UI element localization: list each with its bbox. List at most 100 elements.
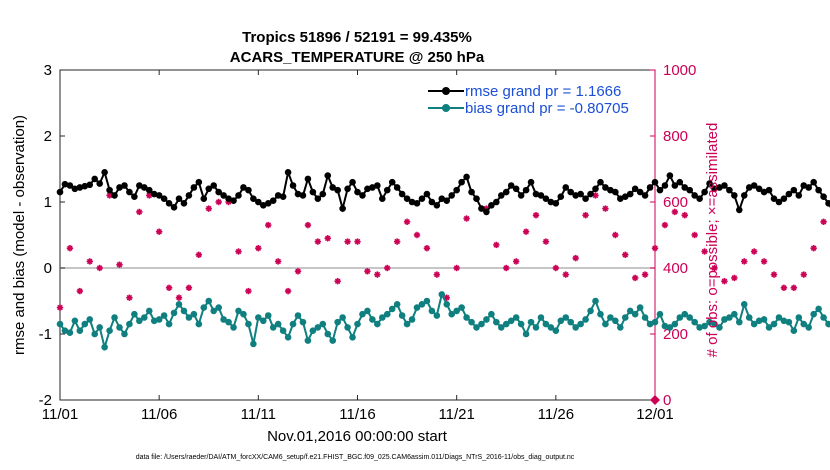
rmse-point (398, 190, 406, 198)
rmse-point (423, 190, 431, 198)
bias-point (577, 320, 584, 328)
rmse-point (646, 184, 654, 191)
obs-point (760, 258, 768, 265)
bias-point (537, 314, 545, 321)
rmse-point (443, 197, 451, 204)
obs-stroke (434, 271, 440, 278)
rmse-point (101, 169, 108, 176)
obs-stroke (701, 248, 708, 255)
rmse-point (512, 185, 520, 193)
bias-point (61, 327, 69, 335)
bias-point (651, 318, 659, 326)
rmse-point (795, 192, 803, 199)
obs-stroke (800, 271, 807, 278)
rmse-point (616, 195, 624, 202)
bias-point (111, 314, 118, 321)
bias-point (225, 318, 232, 326)
rmse-point (438, 195, 446, 202)
rmse-point (250, 195, 257, 202)
obs-point (165, 284, 173, 291)
obs-stroke (761, 258, 767, 265)
rmse-point (195, 178, 203, 186)
rmse-point (393, 184, 401, 191)
x-tick-label: 11/16 (339, 406, 375, 423)
obs-stroke (503, 265, 510, 271)
rmse-point (264, 200, 272, 207)
obs-point (245, 287, 252, 295)
rmse-point (750, 182, 758, 189)
bias-point (369, 316, 376, 323)
bias-point (180, 307, 188, 315)
rmse-point (716, 184, 723, 191)
obs-stroke (681, 212, 688, 219)
left-tick-label: -2 (39, 392, 52, 409)
obs-stroke (463, 215, 470, 222)
obs-point (195, 251, 203, 258)
obs-point (602, 205, 609, 212)
obs-stroke (612, 232, 619, 238)
bias-point (319, 320, 327, 328)
bias-point (334, 318, 341, 326)
bias-point (398, 312, 406, 319)
obs-stroke (86, 258, 93, 265)
rmse-point (433, 202, 441, 209)
bias-point (190, 310, 198, 318)
obs-stroke (523, 228, 529, 235)
bias-point (592, 297, 599, 305)
rmse-point (820, 193, 827, 201)
rmse-point (66, 182, 74, 189)
obs-point (205, 205, 212, 212)
bias-point (121, 330, 128, 338)
rmse-point (160, 195, 168, 202)
obs-point (393, 238, 401, 245)
obs-stroke (394, 238, 400, 245)
rmse-point (636, 188, 644, 196)
rmse-point (602, 184, 609, 191)
bias-point (666, 324, 674, 331)
bias-point (621, 314, 629, 321)
rmse-point (745, 184, 753, 191)
obs-point (671, 208, 679, 216)
bias-point (170, 309, 178, 317)
obs-point (344, 238, 351, 245)
rmse-point (165, 200, 173, 207)
bias-point (101, 343, 108, 351)
rmse-point (825, 200, 830, 207)
obs-stroke (662, 222, 668, 228)
rmse-point (726, 186, 733, 194)
rmse-point (721, 182, 728, 189)
obs-point (810, 245, 817, 252)
obs-point (631, 274, 639, 282)
rmse-point (711, 185, 718, 193)
right-tick-label: 600 (663, 194, 688, 211)
bias-point (770, 320, 778, 328)
left-tick-label: 0 (44, 260, 52, 277)
obs-stroke (562, 271, 569, 278)
bias-point (493, 318, 500, 326)
left-tick-label: -1 (39, 326, 52, 343)
bias-point (750, 320, 758, 328)
bias-point (354, 320, 361, 328)
obs-stroke (691, 232, 698, 238)
bias-point (71, 317, 79, 325)
obs-point (820, 218, 827, 225)
obs-stroke (156, 228, 162, 235)
obs-point (116, 261, 123, 268)
obs-point (126, 294, 133, 301)
bias-point (175, 301, 183, 308)
bias-point (760, 316, 768, 323)
obs-stroke (672, 209, 678, 215)
bias-point (66, 329, 74, 336)
rmse-point (537, 192, 545, 199)
obs-point (790, 284, 798, 291)
rmse-point (299, 192, 307, 199)
bias-point (294, 312, 302, 319)
bias-point (602, 320, 609, 328)
obs-stroke (384, 265, 391, 271)
bias-point (567, 318, 575, 326)
bias-point (453, 307, 460, 315)
bias-point (309, 327, 317, 335)
obs-point (413, 231, 421, 239)
rmse-point (656, 186, 664, 194)
